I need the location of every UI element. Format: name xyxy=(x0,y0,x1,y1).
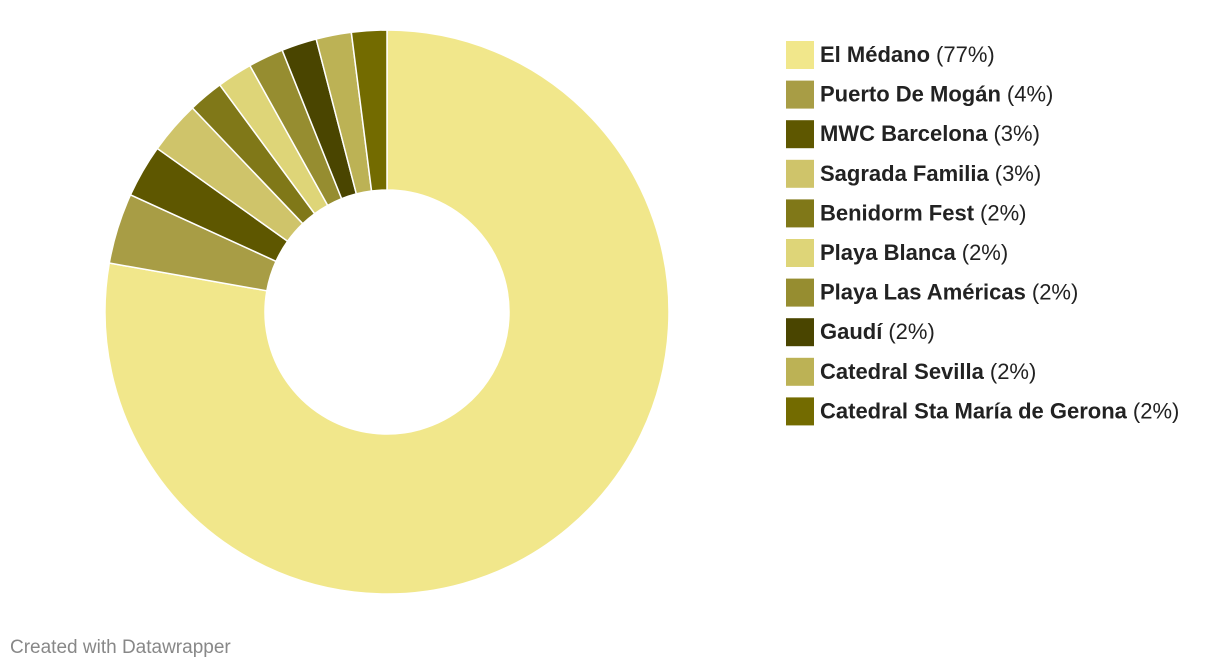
legend-swatch xyxy=(786,397,814,426)
legend-value: (4%) xyxy=(1007,81,1053,106)
slice xyxy=(104,29,670,595)
legend-label: El Médano xyxy=(820,42,930,67)
legend-entry: Catedral Sta María de Gerona (2%) xyxy=(820,398,1179,423)
legend-swatch xyxy=(786,120,814,149)
legend-value: (2%) xyxy=(1032,279,1078,304)
legend-entry: Playa Blanca (2%) xyxy=(820,240,1008,265)
legend-entry: Playa Las Américas (2%) xyxy=(820,279,1078,304)
legend-value: (3%) xyxy=(995,161,1041,186)
legend-label: Playa Blanca xyxy=(820,240,957,265)
legend-swatch xyxy=(786,41,814,69)
legend-entry: Benidorm Fest (2%) xyxy=(820,200,1026,225)
legend-entry: El Médano (77%) xyxy=(820,42,995,67)
legend-swatch xyxy=(786,199,814,228)
legend-swatch xyxy=(786,159,814,188)
legend-swatch xyxy=(786,278,814,307)
legend-label: Sagrada Familia xyxy=(820,161,990,186)
legend-value: (2%) xyxy=(962,240,1008,265)
legend-value: (77%) xyxy=(936,42,995,67)
legend-value: (2%) xyxy=(1133,398,1179,423)
legend-entry: Puerto De Mogán (4%) xyxy=(820,81,1053,106)
legend-label: Playa Las Américas xyxy=(820,279,1026,304)
legend-value: (2%) xyxy=(888,319,934,344)
legend-entry: Catedral Sevilla (2%) xyxy=(820,359,1036,384)
legend-label: Gaudí xyxy=(820,319,883,344)
legend-label: Benidorm Fest xyxy=(820,200,975,225)
legend-label: Catedral Sta María de Gerona xyxy=(820,398,1128,423)
legend-label: Catedral Sevilla xyxy=(820,359,985,384)
legend-entry: Gaudí (2%) xyxy=(820,319,935,344)
legend-value: (2%) xyxy=(980,200,1026,225)
legend-value: (2%) xyxy=(990,359,1036,384)
legend-entry: MWC Barcelona (3%) xyxy=(820,121,1040,146)
legend-swatch xyxy=(786,357,814,386)
legend-value: (3%) xyxy=(993,121,1039,146)
legend-swatch xyxy=(786,239,814,267)
legend-swatch xyxy=(786,80,814,109)
legend-label: Puerto De Mogán xyxy=(820,81,1001,106)
legend-swatch xyxy=(786,318,814,347)
footer: Created with Datawrapper xyxy=(10,637,231,658)
legend-entry: Sagrada Familia (3%) xyxy=(820,161,1041,186)
slice xyxy=(350,29,388,192)
legend-label: MWC Barcelona xyxy=(820,121,988,146)
